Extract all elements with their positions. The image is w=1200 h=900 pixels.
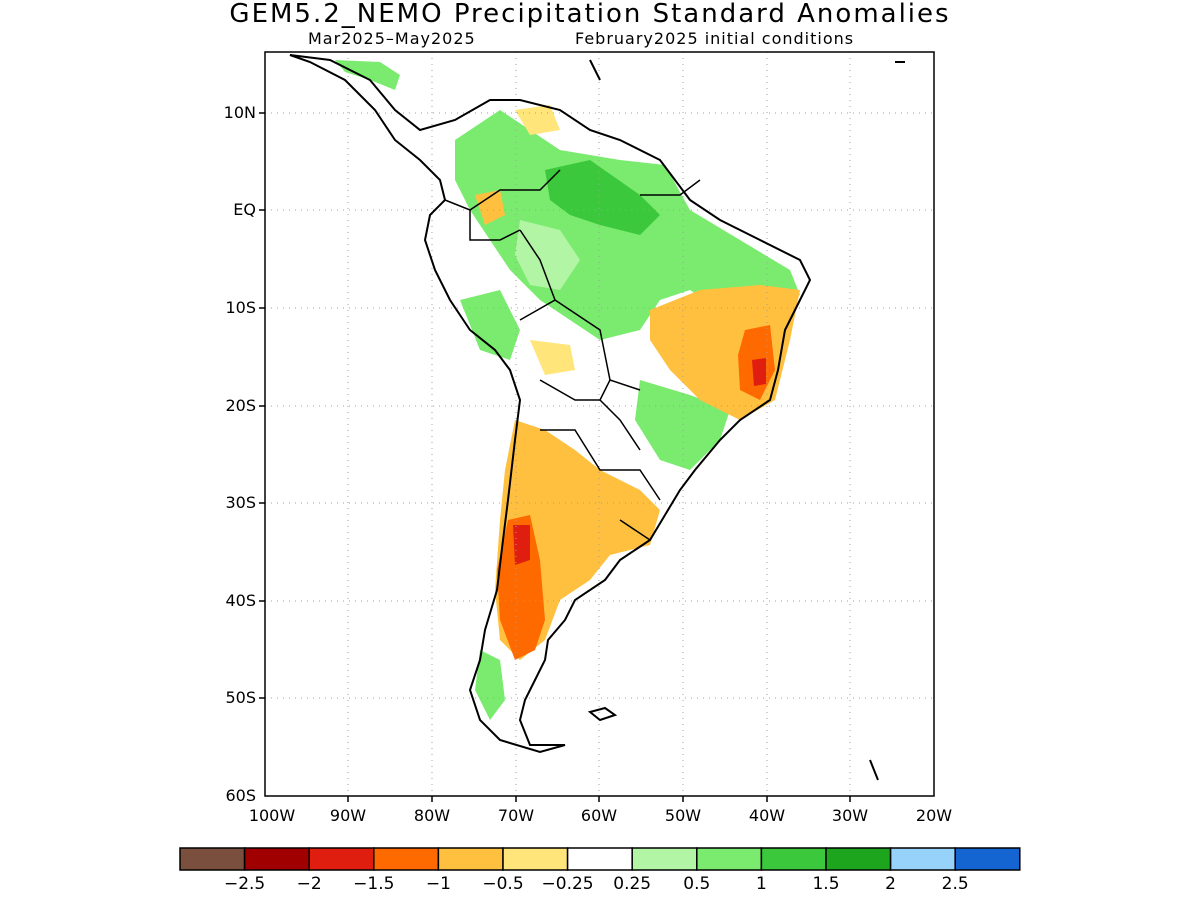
wet-anomaly-venezuela (545, 160, 660, 235)
lat-label-40s: 40S (225, 591, 256, 610)
colorbar-swatch (308, 847, 375, 871)
falkland-islands (587, 706, 618, 722)
colorbar-tick-label: −0.25 (541, 874, 594, 894)
colorbar-swatch (696, 847, 763, 871)
dry-anomaly-andes (497, 515, 545, 660)
lat-label-30s: 30S (225, 493, 256, 512)
colorbar-tick-label: 1.5 (812, 874, 840, 894)
lat-label-10s: 10S (225, 298, 256, 317)
colorbar-swatch (373, 847, 440, 871)
dry-anomaly-caribbean (515, 105, 560, 135)
lon-label-60w: 60W (580, 806, 618, 825)
colorbar-swatch (954, 847, 1021, 871)
colorbar-swatch (631, 847, 698, 871)
lat-label-20s: 20S (225, 396, 256, 415)
dry-anomaly-bahia-core (752, 358, 766, 386)
colorbar-tick-label: −2.5 (223, 874, 266, 894)
colorbar-tick-label: −1 (425, 874, 451, 894)
lat-label-60s: 60S (225, 786, 256, 805)
colorbar-swatch (566, 847, 633, 871)
initial-conditions: February2025 initial conditions (575, 29, 855, 48)
colorbar-tick-label: 0.25 (613, 874, 652, 894)
lon-label-90w: 90W (329, 806, 367, 825)
lat-label-50s: 50S (225, 688, 256, 707)
national-borders (444, 169, 701, 541)
colorbar-swatch (179, 847, 246, 871)
colorbar-tick-label: 1 (755, 874, 767, 894)
axis-ticks (259, 112, 851, 802)
colorbar-tick-label: 2 (885, 874, 896, 894)
map-title: GEM5.2_NEMO Precipitation Standard Anoma… (229, 0, 951, 29)
lon-label-40w: 40W (748, 806, 786, 825)
lat-label-10n: 10N (223, 103, 256, 122)
lon-label-50w: 50W (664, 806, 702, 825)
caribbean-islands (589, 59, 905, 781)
lon-label-30w: 30W (831, 806, 869, 825)
colorbar-tick-label: 0.5 (683, 874, 711, 894)
dry-anomaly-bolivia (530, 340, 575, 375)
dry-anomaly-andes-core (513, 525, 530, 565)
lat-label-eq: EQ (233, 200, 256, 219)
forecast-period: Mar2025–May2025 (308, 29, 476, 48)
south-america-coastline (289, 54, 812, 754)
anomaly-shading (335, 60, 800, 720)
colorbar-tick-label: −2 (296, 874, 322, 894)
colorbar-swatch (243, 847, 310, 871)
colorbar-tick-label: −1.5 (353, 874, 395, 894)
wet-anomaly-west-amazon (515, 220, 580, 290)
lon-label-70w: 70W (497, 806, 535, 825)
colorbar-tick-label: −0.5 (482, 874, 524, 894)
colorbar-swatch (502, 847, 569, 871)
colorbar-swatch (760, 847, 827, 871)
lon-label-100w: 100W (248, 806, 296, 825)
lon-label-20w: 20W (915, 806, 953, 825)
colorbar-swatch (889, 847, 956, 871)
lon-label-80w: 80W (413, 806, 451, 825)
dry-anomaly-colombia (475, 190, 505, 225)
colorbar-swatch (437, 847, 504, 871)
colorbar-tick-label: 2.5 (941, 874, 969, 894)
colorbar (179, 847, 1021, 871)
colorbar-swatch (825, 847, 892, 871)
wet-anomaly-chile-south (475, 650, 505, 720)
wet-anomaly-central-america (335, 60, 400, 90)
